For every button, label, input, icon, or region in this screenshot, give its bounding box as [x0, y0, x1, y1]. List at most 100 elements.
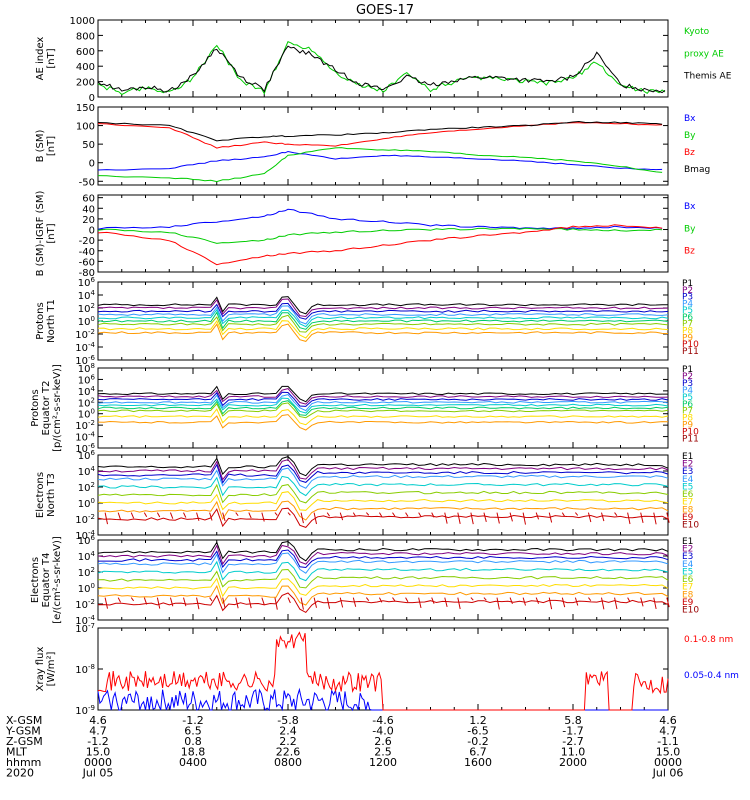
flux-channel-line	[97, 323, 669, 342]
legend-entry: P4	[682, 299, 693, 309]
legend-entry: E1	[682, 537, 693, 547]
legend-entry: P5	[682, 306, 693, 316]
flux-spike	[666, 512, 670, 523]
legend-entry: P1	[682, 365, 693, 375]
footer-value: 2.6	[374, 735, 392, 748]
flux-spike	[614, 512, 618, 517]
y-tick-label: 10-6	[75, 354, 95, 367]
flux-spike	[418, 512, 422, 517]
y-tick-label: 104	[78, 550, 96, 563]
flux-spike	[509, 597, 513, 605]
y-tick-label: 100	[78, 582, 95, 595]
footer-value: 4.7	[659, 725, 677, 738]
legend-entry: P2	[682, 372, 693, 382]
y-tick-label: 102	[78, 566, 95, 579]
legend-entry: E9	[682, 598, 694, 608]
y-axis-label: Electrons	[35, 472, 46, 518]
flux-channel-line	[97, 456, 669, 477]
flux-spike	[300, 512, 304, 524]
legend-entry: E2	[682, 545, 693, 555]
footer-value: 4.7	[89, 725, 107, 738]
y-tick-label: 20	[82, 215, 95, 226]
flux-spike	[209, 512, 213, 521]
y-tick-label: 40	[82, 204, 95, 215]
legend-entry: P10	[682, 428, 699, 438]
flux-channel-line	[97, 560, 669, 582]
legend-entry: P9	[682, 333, 693, 343]
footer-value: 4.6	[89, 714, 107, 727]
flux-spike	[483, 512, 487, 522]
legend-entry: 0.1-0.8 nm	[684, 635, 733, 645]
flux-spike	[496, 512, 500, 524]
flux-channel-line	[97, 483, 669, 504]
flux-spike	[470, 512, 474, 525]
y-axis-label: AE index	[35, 37, 46, 81]
footer-value: -0.2	[467, 735, 488, 748]
legend-entry: Bmag	[684, 165, 710, 175]
ephemeris-footer: X-GSM 4.6 -1.2 -5.8 -4.6 1.2 5.8 4.6 Y-GSM 4.7 6.5…	[5, 714, 683, 780]
flux-spike	[352, 512, 357, 517]
flux-spike	[561, 512, 566, 517]
y-axis-label: [W/m²]	[46, 651, 57, 686]
legend-entry: E8	[682, 590, 694, 600]
y-tick-label: 800	[76, 31, 95, 42]
y-tick-label: 10-2	[75, 328, 95, 341]
legend-entry: Bx	[684, 114, 696, 124]
flux-spike	[365, 597, 370, 602]
y-axis-label: Equator T2	[41, 381, 52, 436]
flux-channel-line	[97, 540, 669, 562]
flux-spike	[300, 597, 304, 610]
legend-entry: P5	[682, 393, 693, 403]
flux-channel-line	[97, 311, 669, 330]
flux-spike	[587, 512, 592, 523]
footer-value: 0.8	[184, 735, 202, 748]
flux-channel-line	[97, 394, 669, 412]
flux-channel-line	[97, 500, 669, 521]
y-tick-label: 60	[82, 194, 95, 205]
series-line-bx	[97, 150, 663, 171]
legend-entry: P8	[682, 326, 693, 336]
y-tick-label: 200	[76, 78, 95, 89]
legend-entry: E3	[682, 467, 693, 477]
footer-date-end: Jul 06	[652, 767, 684, 780]
legend-entry: P2	[682, 286, 693, 296]
flux-spike	[248, 512, 252, 519]
y-tick-label: 600	[76, 47, 95, 58]
flux-channel-line	[98, 549, 669, 569]
flux-spike	[588, 597, 592, 602]
panel-frame	[97, 194, 669, 273]
flux-spike	[287, 512, 291, 516]
footer-row-label: Z-GSM	[6, 735, 43, 748]
footer-value: 6.7	[469, 746, 487, 759]
flux-channel-line	[97, 475, 669, 497]
flux-channel-line	[97, 408, 669, 426]
legend-entry: Bx	[684, 202, 696, 212]
footer-value: 15.0	[656, 746, 681, 759]
panel-ae: 1000 800 600 400 200 0 AE index [nT] Kyoto proxy …	[35, 16, 732, 104]
legend-entry: P1	[682, 279, 693, 289]
legend-entry: Kyoto	[684, 27, 710, 37]
y-tick-label: 100	[78, 497, 95, 510]
footer-value: 15.0	[86, 746, 111, 759]
y-tick-label: 104	[78, 465, 96, 478]
legend-entry: P11	[682, 435, 699, 445]
series-line-by	[97, 147, 663, 183]
legend-entry: P10	[682, 340, 699, 350]
legend-entry: Themis AE	[683, 72, 732, 82]
y-tick-label: 106	[78, 449, 96, 462]
flux-spike	[366, 512, 370, 516]
flux-spike	[444, 597, 448, 607]
y-tick-label: 104	[78, 385, 96, 398]
y-tick-label: 150	[76, 103, 95, 114]
series-line-themis-ae	[97, 45, 666, 94]
flux-channel-line	[97, 577, 669, 598]
y-tick-label: 102	[78, 481, 95, 494]
y-axis-label: Xray flux	[35, 647, 46, 692]
flux-channel-line	[97, 592, 669, 614]
legend-entry: P6	[682, 313, 693, 323]
flux-spike	[431, 597, 435, 604]
legend-entry: P4	[682, 386, 693, 396]
footer-value: 2000	[559, 756, 587, 769]
flux-spike	[274, 597, 278, 610]
